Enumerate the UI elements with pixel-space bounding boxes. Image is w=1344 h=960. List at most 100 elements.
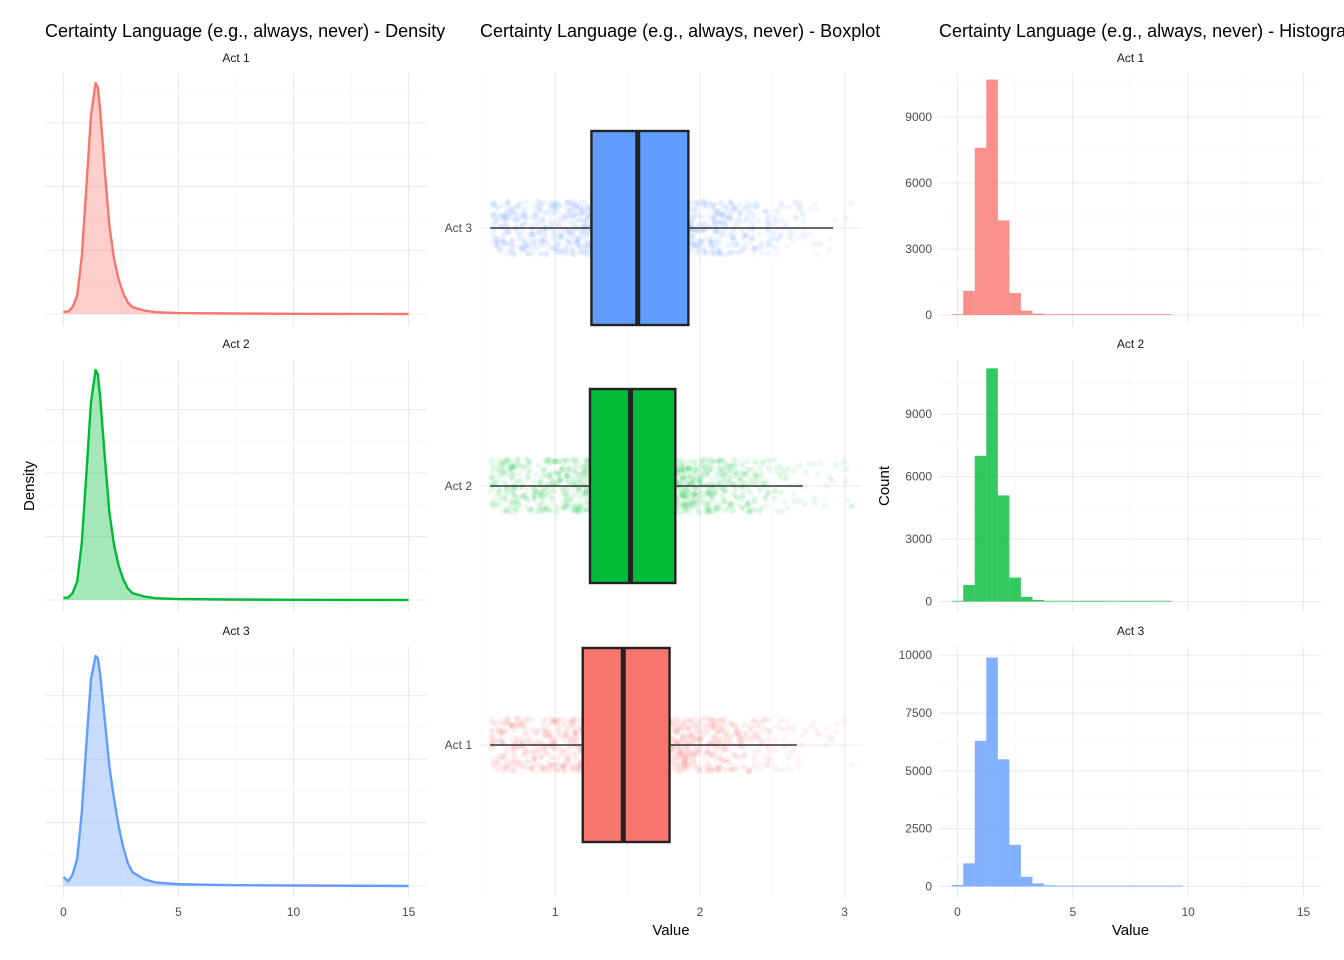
jitter-point (700, 221, 707, 228)
jitter-point (762, 755, 769, 762)
jitter-point (509, 242, 516, 249)
jitter-point (506, 210, 513, 217)
histogram-title: Certainty Language (e.g., always, never)… (939, 21, 1344, 41)
jitter-point (516, 500, 522, 507)
boxplot-panel: Act 3 Act 2 Act 1 1 2 3 Value (445, 73, 862, 939)
jitter-point (564, 473, 570, 480)
jitter-point (728, 201, 735, 208)
jitter-point (499, 235, 506, 242)
x-tick-label: 10 (287, 905, 301, 919)
y-axis-label: Density (21, 460, 38, 511)
jitter-point (789, 746, 796, 753)
jitter-point (534, 243, 541, 250)
jitter-point (504, 199, 511, 206)
jitter-point (692, 242, 698, 249)
jitter-point (739, 229, 746, 236)
jitter-point (549, 245, 556, 252)
jitter-point (709, 251, 716, 258)
jitter-point (693, 242, 700, 249)
jitter-point (751, 506, 757, 513)
jitter-point (494, 236, 501, 243)
jitter-point (733, 248, 740, 255)
jitter-point (786, 228, 793, 234)
jitter-point (529, 231, 536, 238)
jitter-point (752, 717, 759, 724)
jitter-point (705, 507, 712, 514)
jitter-point (706, 199, 713, 206)
jitter-point (553, 469, 560, 476)
jitter-point (711, 207, 718, 214)
jitter-point (548, 211, 555, 218)
histogram-bar (963, 863, 975, 887)
jitter-point (523, 487, 530, 494)
jitter-point (821, 502, 828, 509)
jitter-point (533, 238, 540, 245)
jitter-point (700, 244, 707, 251)
jitter-point (569, 246, 576, 253)
jitter-point (727, 250, 734, 256)
jitter-point (523, 721, 530, 728)
jitter-point (712, 227, 719, 234)
jitter-point (575, 235, 582, 242)
jitter-point (696, 241, 703, 248)
jitter-point (540, 236, 547, 243)
jitter-point (581, 237, 588, 244)
histogram-bar (1055, 885, 1068, 887)
jitter-point (752, 245, 759, 252)
jitter-point (739, 470, 746, 477)
jitter-point (577, 206, 584, 213)
jitter-point (713, 208, 720, 215)
jitter-point (496, 737, 503, 744)
jitter-point (541, 465, 548, 472)
jitter-point (531, 231, 538, 238)
jitter-point (701, 201, 708, 208)
jitter-point (737, 474, 744, 481)
jitter-point (795, 234, 802, 241)
jitter-point (742, 730, 749, 737)
jitter-point (545, 199, 552, 206)
jitter-point (716, 237, 723, 244)
jitter-point (697, 476, 704, 483)
jitter-point (710, 239, 717, 246)
jitter-point (554, 507, 560, 514)
jitter-point (508, 208, 515, 215)
jitter-point (749, 235, 756, 242)
jitter-point (696, 509, 703, 516)
jitter-point (581, 217, 588, 224)
jitter-point (812, 201, 819, 208)
jitter-point (715, 251, 722, 258)
jitter-point (740, 506, 747, 512)
jitter-point (495, 458, 501, 465)
jitter-point (563, 756, 569, 763)
jitter-point (713, 227, 720, 234)
jitter-point (568, 211, 575, 218)
jitter-point (523, 250, 530, 257)
jitter-point (551, 203, 558, 209)
jitter-point (536, 499, 543, 506)
jitter-point (578, 199, 585, 206)
jitter-point (823, 741, 830, 748)
jitter-point (747, 489, 754, 496)
jitter-point (691, 722, 698, 729)
jitter-point (777, 717, 784, 724)
jitter-point (772, 746, 778, 753)
jitter-point (500, 221, 507, 227)
jitter-point (720, 218, 727, 225)
jitter-point (767, 235, 774, 242)
jitter-point (549, 199, 556, 206)
jitter-point (739, 736, 746, 743)
jitter-point (688, 238, 695, 245)
jitter-point (504, 239, 511, 246)
jitter-point (509, 238, 516, 245)
jitter-point (504, 229, 511, 236)
histogram-bar (1032, 883, 1044, 887)
jitter-point (564, 212, 571, 219)
jitter-point (711, 213, 718, 220)
jitter-point (519, 222, 526, 229)
jitter-point (580, 204, 587, 211)
jitter-point (542, 717, 549, 724)
jitter-point (488, 719, 494, 725)
jitter-point (551, 199, 558, 206)
jitter-point (697, 479, 704, 485)
jitter-point (718, 212, 725, 219)
